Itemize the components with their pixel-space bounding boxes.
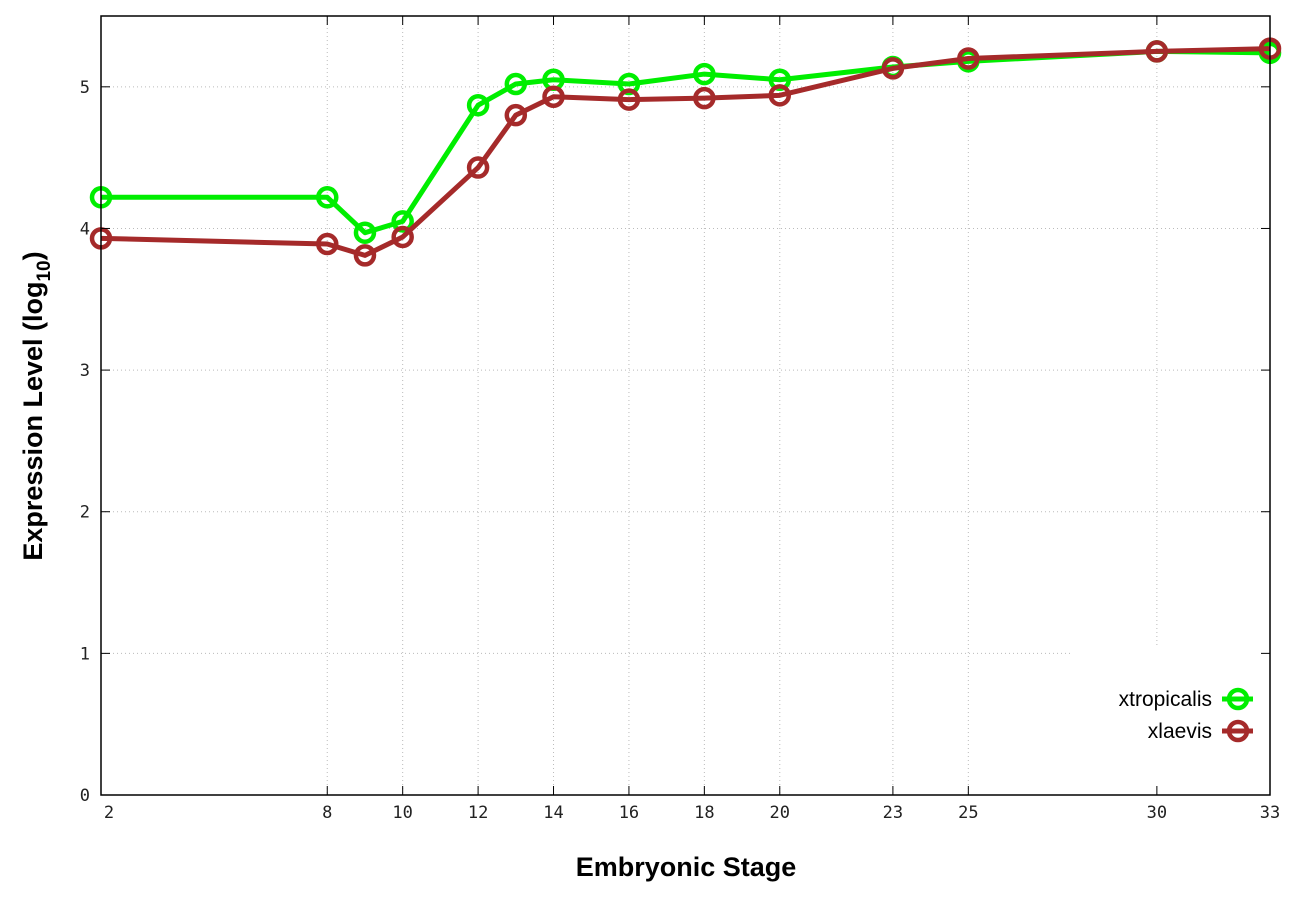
legend-marker — [1226, 687, 1250, 711]
data-point-xlaevis — [617, 88, 641, 111]
data-point-xlaevis — [542, 85, 565, 108]
data-point-xlaevis — [504, 103, 528, 127]
series-line-xlaevis — [100, 46, 1271, 258]
legend-label: xlaevis — [1148, 720, 1212, 743]
data-point-xlaevis — [316, 232, 339, 256]
legend-marker — [1226, 719, 1250, 743]
data-point-xlaevis — [881, 57, 905, 80]
legend-label: xtropicalis — [1119, 688, 1212, 711]
data-point-xlaevis — [353, 244, 377, 267]
series-line-xtropicalis — [101, 48, 1271, 236]
x-axis-label: Embryonic Stage — [576, 852, 797, 882]
data-point-xtropicalis — [617, 72, 641, 96]
data-point-xlaevis — [391, 225, 414, 249]
data-point-xtropicalis — [768, 68, 792, 91]
data-point-xlaevis — [957, 47, 980, 70]
plot-border — [100, 15, 1271, 796]
x-tick-label: 2 — [104, 803, 114, 823]
x-tick-label: 33 — [1260, 803, 1280, 823]
x-tick-label: 8 — [322, 803, 332, 823]
series-group — [89, 37, 1282, 267]
x-tick-label: 20 — [770, 803, 790, 823]
y-tick-label: 4 — [80, 219, 90, 239]
x-tick-label: 23 — [883, 803, 903, 823]
data-point-xlaevis — [768, 84, 792, 107]
data-point-xlaevis — [693, 86, 716, 110]
data-point-xtropicalis — [693, 62, 716, 86]
data-point-xtropicalis — [466, 93, 490, 117]
x-tick-label: 30 — [1147, 803, 1167, 823]
x-tick-label: 14 — [543, 803, 563, 823]
y-tick-label: 1 — [80, 644, 90, 664]
y-tick-label: 5 — [80, 78, 90, 98]
legend-background — [1072, 645, 1269, 794]
x-tick-label: 16 — [619, 803, 639, 823]
grid — [101, 16, 1270, 795]
x-tick-label: 25 — [958, 803, 978, 823]
x-tick-label: 12 — [468, 803, 488, 823]
data-point-xtropicalis — [504, 72, 528, 96]
y-axis-label: Expression Level (log10) — [18, 251, 55, 560]
legend: xtropicalis xlaevis — [1119, 687, 1253, 743]
data-point-xlaevis — [466, 156, 490, 179]
data-point-xtropicalis — [316, 186, 339, 209]
data-point-xtropicalis — [391, 210, 414, 233]
x-tick-label: 18 — [694, 803, 714, 823]
y-tick-label: 3 — [80, 361, 90, 381]
y-tick-label: 0 — [80, 786, 90, 806]
data-point-xtropicalis — [353, 221, 377, 244]
x-tick-label: 10 — [392, 803, 412, 823]
data-point-xlaevis — [1145, 40, 1169, 63]
y-tick-label: 2 — [80, 503, 90, 523]
